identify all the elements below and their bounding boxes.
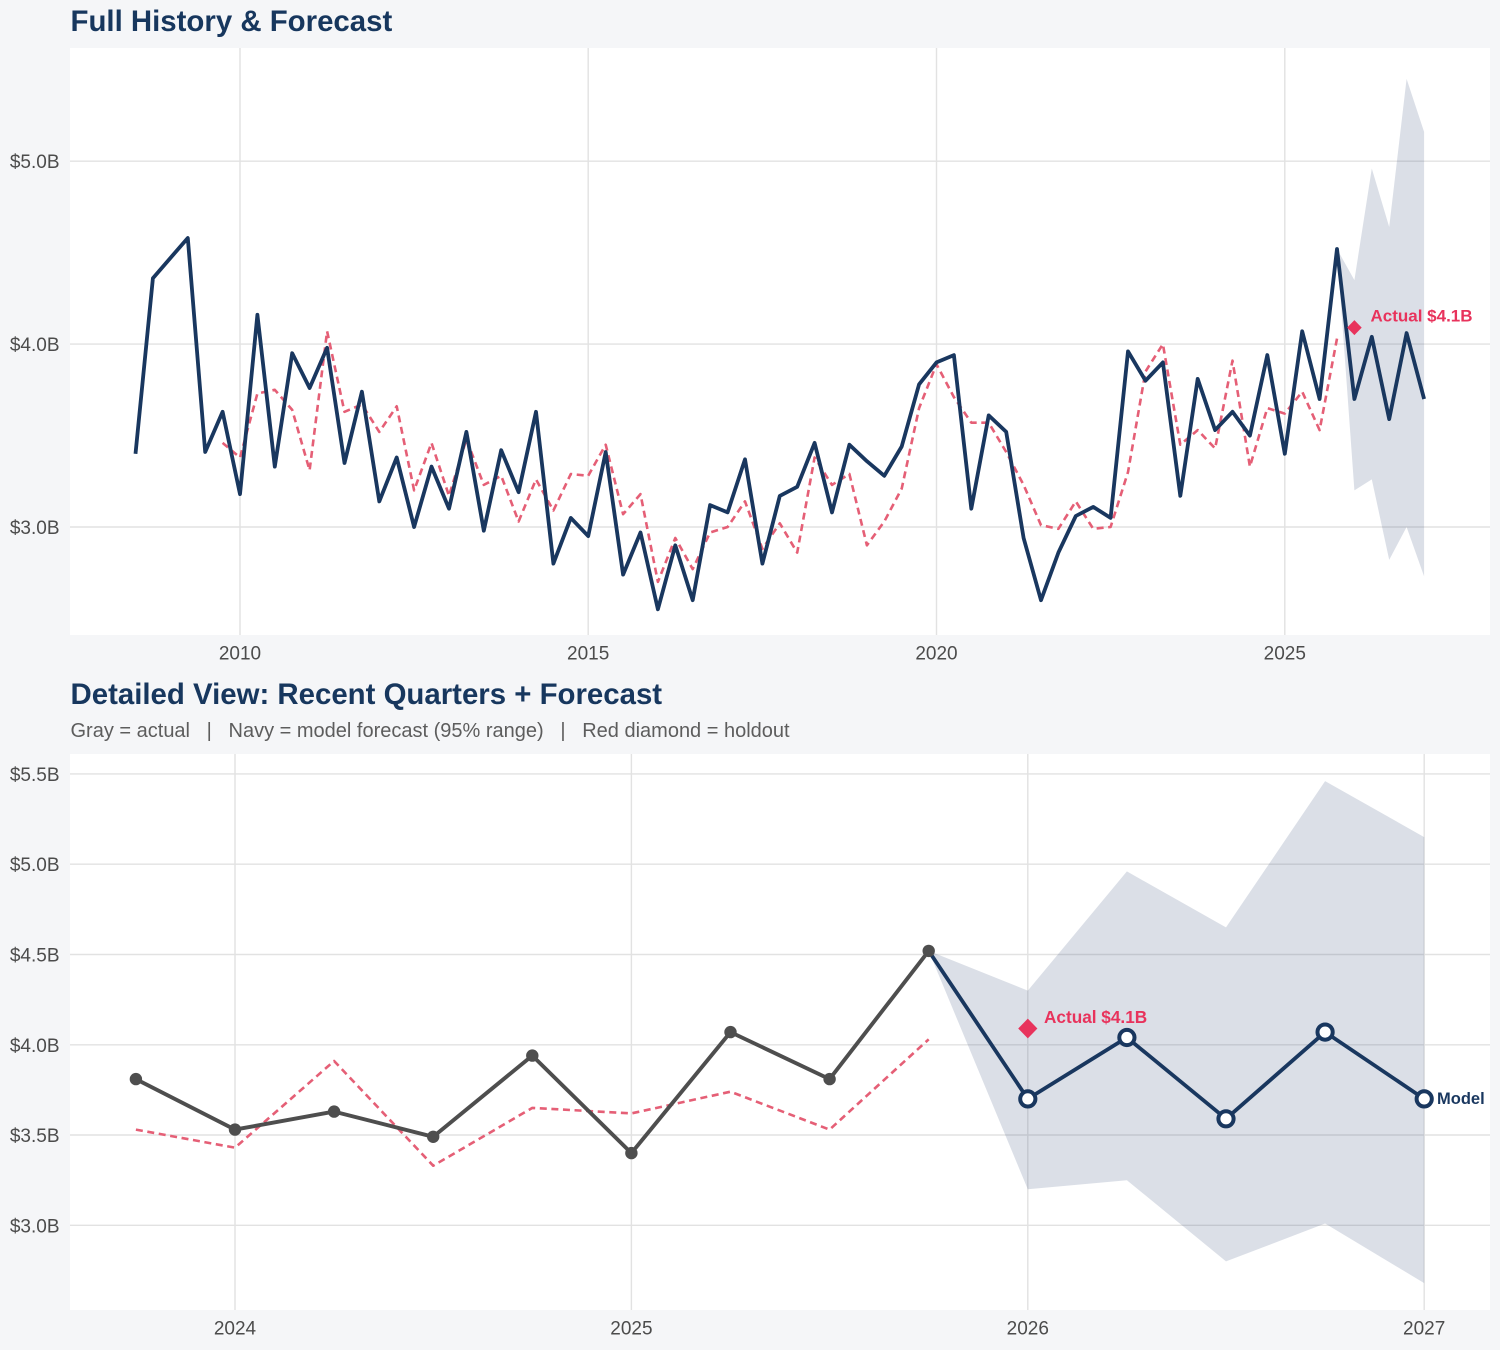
svg-text:2010: 2010 (219, 643, 261, 664)
svg-text:2025: 2025 (1264, 643, 1306, 664)
svg-text:2020: 2020 (915, 643, 957, 664)
svg-text:$3.0B: $3.0B (10, 1216, 60, 1237)
svg-text:Actual $4.1B: Actual $4.1B (1371, 307, 1473, 326)
svg-text:$4.0B: $4.0B (10, 1036, 60, 1057)
svg-text:2015: 2015 (567, 643, 609, 664)
svg-text:Full History & Forecast: Full History & Forecast (71, 5, 393, 38)
svg-text:$4.5B: $4.5B (10, 946, 60, 967)
svg-text:$3.5B: $3.5B (10, 1126, 60, 1147)
svg-text:Actual $4.1B: Actual $4.1B (1044, 1007, 1147, 1027)
svg-text:2026: 2026 (1007, 1319, 1049, 1340)
svg-text:$5.0B: $5.0B (10, 855, 60, 876)
svg-text:$4.0B: $4.0B (10, 335, 60, 356)
svg-text:Gray = actual | Navy = mod: Gray = actual | Navy = model forecast (9… (71, 720, 791, 742)
svg-text:Detailed View: Recent Quarters: Detailed View: Recent Quarters + Forecas… (71, 678, 663, 711)
svg-text:$5.5B: $5.5B (10, 765, 60, 786)
svg-text:$5.0B: $5.0B (10, 152, 60, 173)
svg-text:2027: 2027 (1403, 1319, 1445, 1340)
svg-text:Model: Model (1437, 1090, 1485, 1108)
svg-text:2024: 2024 (214, 1319, 257, 1340)
svg-text:2025: 2025 (610, 1319, 652, 1340)
svg-text:$3.0B: $3.0B (10, 518, 60, 539)
